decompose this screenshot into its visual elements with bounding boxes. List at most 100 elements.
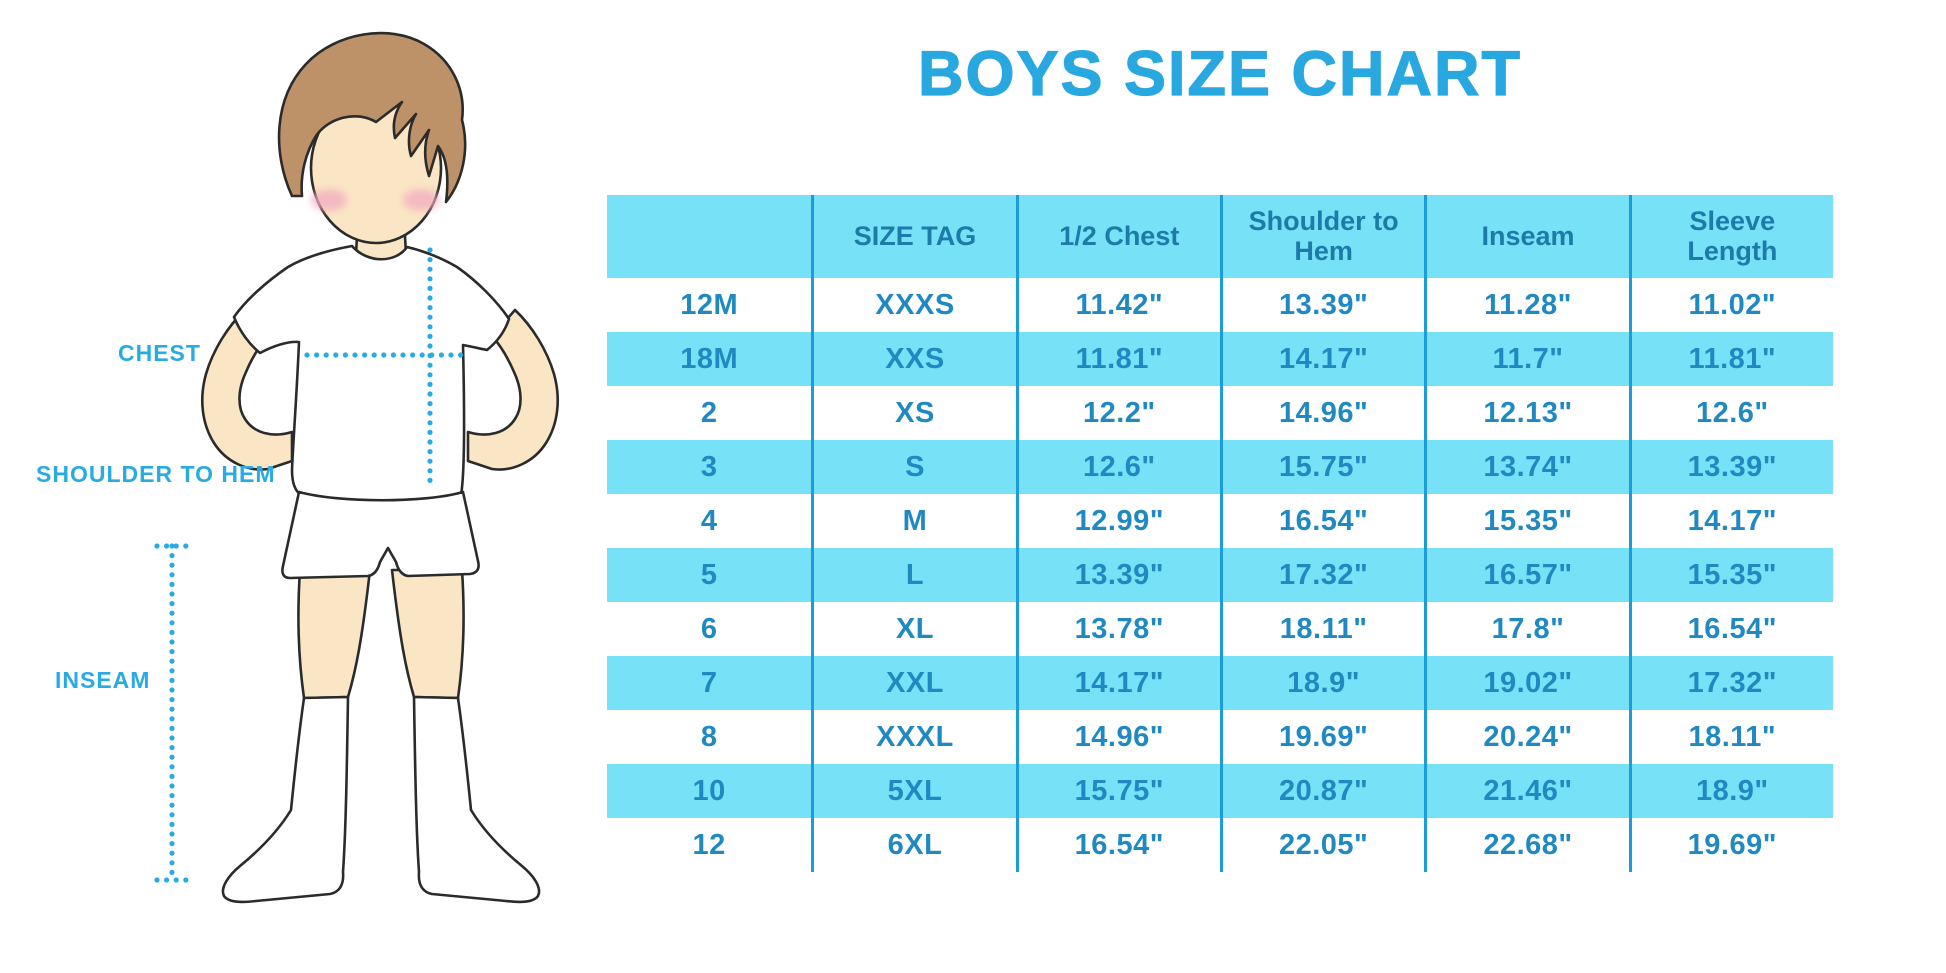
- inseam-label: INSEAM: [55, 667, 151, 693]
- table-row: 8 XXXL 14.96" 19.69" 20.24" 18.11": [607, 710, 1833, 764]
- table-cell: 14.96": [1219, 386, 1424, 440]
- table-cell: 13.39": [1219, 278, 1424, 332]
- table-cell: 13.74": [1424, 440, 1628, 494]
- row-size-label: 12M: [680, 288, 739, 321]
- table-cell: XL: [811, 602, 1015, 656]
- row-size-label: 2: [700, 396, 718, 429]
- table-cell: 14.17": [1628, 494, 1833, 548]
- right-sock: [412, 695, 541, 904]
- table-cell: 12.6": [1015, 440, 1220, 494]
- table-body: 12M XXXS 11.42" 13.39" 11.28" 11.02" 18M XXS 11.…: [607, 278, 1833, 872]
- table-row: 2 XS 12.2" 14.96" 12.13" 12.6": [607, 386, 1833, 440]
- table-cell: 13.78": [1015, 602, 1220, 656]
- table-cell: 15.75": [1219, 440, 1424, 494]
- right-arm: [466, 308, 560, 471]
- size-table: SIZE TAG 1/2 Chest Shoulder to Hem Inseam Sl…: [607, 195, 1833, 872]
- table-row: 7 XXL 14.17" 18.9" 19.02" 17.32": [607, 656, 1833, 710]
- row-size-label: 7: [700, 666, 718, 699]
- left-sock: [221, 695, 350, 904]
- hair: [277, 31, 467, 204]
- table-header-row: SIZE TAG 1/2 Chest Shoulder to Hem Inseam Sl…: [607, 195, 1833, 278]
- row-size-label: 8: [700, 720, 718, 753]
- table-cell: 15.35": [1424, 494, 1628, 548]
- page-title: BOYS SIZE CHART: [917, 38, 1523, 109]
- table-cell: 18.9": [1628, 764, 1833, 818]
- table-cell: 16.54": [1219, 494, 1424, 548]
- table-row: 5 L 13.39" 17.32" 16.57" 15.35": [607, 548, 1833, 602]
- table-row: 18M XXS 11.81" 14.17" 11.7" 11.81": [607, 332, 1833, 386]
- table-cell: 11.7": [1424, 332, 1628, 386]
- table-cell: 22.05": [1219, 818, 1424, 872]
- chest-label: CHEST: [118, 340, 201, 366]
- blush-right: [403, 189, 439, 211]
- table-cell: XXS: [811, 332, 1015, 386]
- table-cell: 16.57": [1424, 548, 1628, 602]
- row-size-label: 6: [700, 612, 718, 645]
- column-header: Inseam: [1424, 195, 1628, 278]
- table-cell: 19.69": [1628, 818, 1833, 872]
- table-cell: 18.11": [1628, 710, 1833, 764]
- column-header: 1/2 Chest: [1015, 195, 1220, 278]
- row-size-label: 12: [692, 828, 726, 861]
- table-cell: 5XL: [811, 764, 1015, 818]
- table-row: 3 S 12.6" 15.75" 13.74" 13.39": [607, 440, 1833, 494]
- table-cell: 11.02": [1628, 278, 1833, 332]
- boy-illustration: [154, 31, 560, 904]
- column-header: SIZE TAG: [811, 195, 1015, 278]
- table-cell: 17.8": [1424, 602, 1628, 656]
- table-cell: 20.87": [1219, 764, 1424, 818]
- table-cell: 12.99": [1015, 494, 1220, 548]
- table-row: 10 5XL 15.75" 20.87" 21.46" 18.9": [607, 764, 1833, 818]
- table-cell: 14.96": [1015, 710, 1220, 764]
- table-cell: 12.6": [1628, 386, 1833, 440]
- table-cell: XXXS: [811, 278, 1015, 332]
- table-cell: 19.02": [1424, 656, 1628, 710]
- table-cell: 18.11": [1219, 602, 1424, 656]
- row-size-label: 5: [700, 558, 718, 591]
- table-cell: 12.13": [1424, 386, 1628, 440]
- table-cell: S: [811, 440, 1015, 494]
- row-size-label: 4: [700, 504, 718, 537]
- table-cell: 22.68": [1424, 818, 1628, 872]
- table-cell: 11.81": [1628, 332, 1833, 386]
- table-cell: XXXL: [811, 710, 1015, 764]
- shorts: [281, 490, 480, 580]
- table-row: 6 XL 13.78" 18.11" 17.8" 16.54": [607, 602, 1833, 656]
- table-cell: XXL: [811, 656, 1015, 710]
- right-leg: [390, 568, 465, 700]
- table-cell: XS: [811, 386, 1015, 440]
- table-cell: 11.42": [1015, 278, 1220, 332]
- row-size-label: 3: [700, 450, 718, 483]
- table-cell: M: [811, 494, 1015, 548]
- table-cell: 14.17": [1219, 332, 1424, 386]
- left-leg: [297, 568, 372, 700]
- table-row: 4 M 12.99" 16.54" 15.35" 14.17": [607, 494, 1833, 548]
- shoulder-to-hem-label: SHOULDER TO HEM: [36, 461, 276, 487]
- table-cell: 21.46": [1424, 764, 1628, 818]
- table-cell: 19.69": [1219, 710, 1424, 764]
- table-cell: 16.54": [1015, 818, 1220, 872]
- column-header: [607, 195, 811, 278]
- table-cell: 17.32": [1628, 656, 1833, 710]
- table-cell: 13.39": [1015, 548, 1220, 602]
- table-cell: 17.32": [1219, 548, 1424, 602]
- column-header: Sleeve Length: [1628, 195, 1833, 278]
- row-size-label: 10: [692, 774, 726, 807]
- table-cell: 15.35": [1628, 548, 1833, 602]
- table-cell: 11.81": [1015, 332, 1220, 386]
- table-cell: 16.54": [1628, 602, 1833, 656]
- table-cell: 18.9": [1219, 656, 1424, 710]
- row-size-label: 18M: [680, 342, 739, 375]
- table-cell: 12.2": [1015, 386, 1220, 440]
- table-cell: 11.28": [1424, 278, 1628, 332]
- table-cell: 14.17": [1015, 656, 1220, 710]
- left-arm: [200, 308, 294, 471]
- table-cell: L: [811, 548, 1015, 602]
- table-row: 12M XXXS 11.42" 13.39" 11.28" 11.02": [607, 278, 1833, 332]
- blush-left: [311, 189, 347, 211]
- table-cell: 13.39": [1628, 440, 1833, 494]
- table-cell: 15.75": [1015, 764, 1220, 818]
- table-row: 12 6XL 16.54" 22.05" 22.68" 19.69": [607, 818, 1833, 872]
- column-header: Shoulder to Hem: [1219, 195, 1424, 278]
